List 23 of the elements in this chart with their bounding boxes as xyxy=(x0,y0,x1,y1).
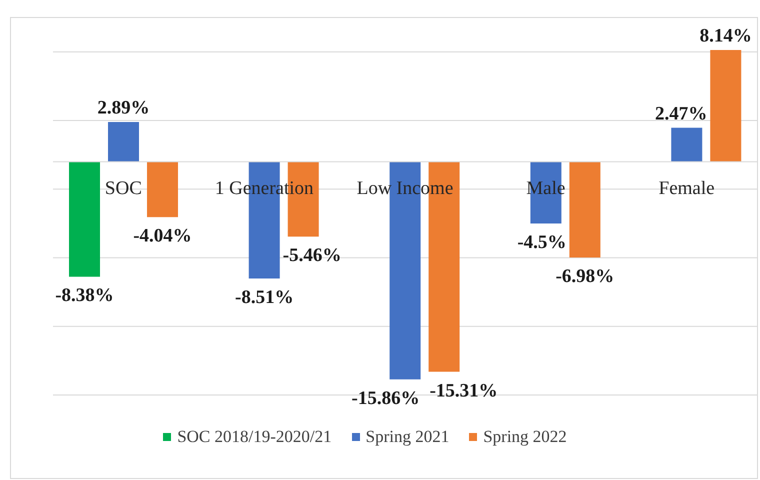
data-label: -4.5% xyxy=(517,232,566,253)
data-label: -15.86% xyxy=(352,388,420,409)
data-label: -8.38% xyxy=(55,285,114,306)
data-label: 2.89% xyxy=(97,98,150,119)
x-tick-label: 1 Generation xyxy=(214,178,314,200)
bar xyxy=(108,122,139,162)
bar xyxy=(147,162,178,218)
data-label: 8.14% xyxy=(700,26,752,46)
x-tick-label: SOC xyxy=(104,178,142,200)
data-label: 2.47% xyxy=(654,103,708,124)
data-label: -5.46% xyxy=(282,245,342,266)
legend-label: Spring 2022 xyxy=(483,427,567,447)
data-label: -4.04% xyxy=(133,226,192,247)
bar xyxy=(69,162,100,277)
bar xyxy=(569,162,600,258)
data-label: -8.51% xyxy=(235,286,294,308)
bar xyxy=(671,128,702,162)
bar xyxy=(710,50,742,162)
x-tick-label: Female xyxy=(658,178,715,200)
data-label: -6.98% xyxy=(556,266,614,287)
legend-label: Spring 2021 xyxy=(366,427,450,447)
legend-label: SOC 2018/19-2020/21 xyxy=(177,427,332,447)
data-label: -15.31% xyxy=(430,380,498,402)
